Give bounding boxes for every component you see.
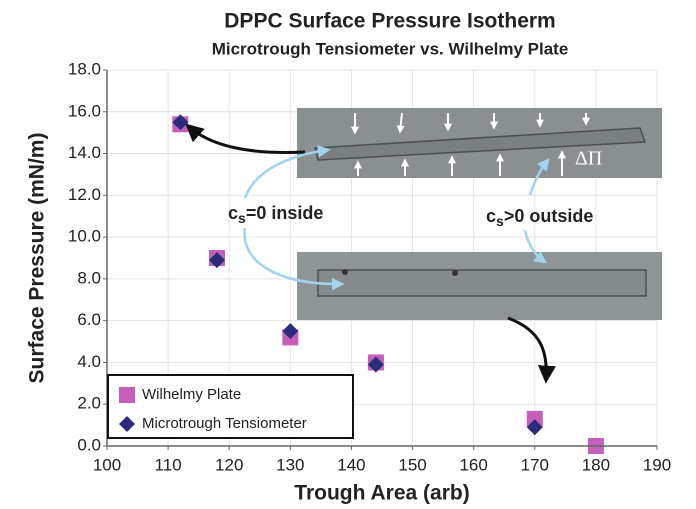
arrows <box>185 123 556 384</box>
x-tick-label: 100 <box>93 455 121 474</box>
chart-subtitle: Microtrough Tensiometer vs. Wilhelmy Pla… <box>212 39 569 58</box>
y-tick-label: 2.0 <box>77 394 101 413</box>
legend-swatch <box>119 387 135 403</box>
point <box>526 410 543 427</box>
legend: Wilhelmy Plate Microtrough Tensiometer <box>107 374 354 439</box>
legend-label: Wilhelmy Plate <box>142 386 241 403</box>
x-tick-label: 130 <box>276 455 304 474</box>
x-tick-label: 190 <box>643 455 671 474</box>
marks <box>172 114 604 454</box>
photo-top <box>297 108 662 178</box>
x-tick-label: 150 <box>398 455 426 474</box>
x-tick-label: 160 <box>459 455 487 474</box>
photo-bottom <box>297 252 662 320</box>
y-tick-label: 10.0 <box>68 227 101 246</box>
x-axis-title: Trough Area (arb) <box>294 482 469 505</box>
x-tick-label: 110 <box>155 455 182 474</box>
point <box>172 114 189 131</box>
legend-swatch <box>119 416 135 432</box>
point <box>282 323 299 340</box>
x-tick-label: 140 <box>337 455 365 474</box>
y-tick-label: 6.0 <box>77 310 101 329</box>
point <box>367 356 384 373</box>
annotation-outside: cs>0 outside <box>486 206 593 229</box>
x-tick-label: 120 <box>215 455 243 474</box>
y-tick-label: 16.0 <box>68 101 101 120</box>
y-tick-label: 0.0 <box>77 435 101 454</box>
y-tick-label: 18.0 <box>68 59 101 78</box>
y-tick-label: 4.0 <box>77 352 101 371</box>
legend-label: Microtrough Tensiometer <box>142 415 307 432</box>
annotation-inside: cs=0 inside <box>228 203 323 226</box>
point <box>526 419 543 436</box>
chart-title: DPPC Surface Pressure Isotherm <box>224 10 555 33</box>
annotation-delta: ΔΠ <box>575 148 602 170</box>
y-axis-title: Surface Pressure (mN/m) <box>26 133 49 384</box>
x-tick-label: 180 <box>582 455 610 474</box>
y-tick-label: 12.0 <box>68 185 101 204</box>
point <box>209 252 225 269</box>
y-tick-label: 8.0 <box>77 268 101 287</box>
x-tick-label: 170 <box>521 455 549 474</box>
y-tick-label: 14.0 <box>68 143 101 162</box>
